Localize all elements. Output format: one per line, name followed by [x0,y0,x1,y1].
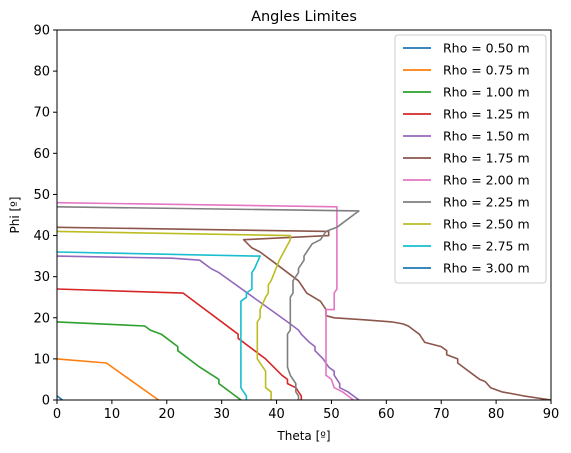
y-axis-label: Phi [º] [8,196,22,233]
legend-label-2: Rho = 1.00 m [443,85,530,100]
x-axis-ticks: 0 10 20 30 40 50 60 70 80 90 [53,400,559,422]
y-tick-label: 90 [33,24,50,39]
y-tick-label: 0 [42,394,50,409]
x-tick-label: 60 [378,407,395,422]
y-tick-label: 70 [33,106,50,121]
y-tick-label: 50 [33,188,50,203]
legend: Rho = 0.50 m Rho = 0.75 m Rho = 1.00 m Rho … [394,34,547,284]
y-tick-label: 80 [33,65,50,80]
series-line-8 [56,230,292,400]
series-line-4 [56,255,360,401]
legend-box [394,34,547,284]
x-tick-label: 30 [213,407,230,422]
plot-lines [56,201,552,401]
y-tick-label: 40 [33,229,50,244]
y-tick-label: 10 [33,352,50,367]
legend-label-8: Rho = 2.50 m [443,217,530,232]
x-tick-label: 20 [159,407,176,422]
plot-frame [56,29,552,401]
x-tick-label: 80 [488,407,505,422]
legend-label-10: Rho = 3.00 m [443,261,530,276]
x-tick-label: 40 [268,407,285,422]
x-tick-label: 0 [53,407,61,422]
series-line-6 [56,201,354,401]
legend-label-9: Rho = 2.75 m [443,239,530,254]
series-line-9 [56,251,261,400]
legend-label-4: Rho = 1.50 m [443,129,530,144]
legend-label-1: Rho = 0.75 m [443,63,530,78]
legend-label-3: Rho = 1.25 m [443,107,530,122]
series-line-3 [56,288,303,400]
legend-label-5: Rho = 1.75 m [443,151,530,166]
legend-label-6: Rho = 2.00 m [443,173,530,188]
legend-label-7: Rho = 2.25 m [443,195,530,210]
x-tick-label: 10 [104,407,121,422]
series-line-0 [56,395,63,401]
series-line-2 [56,321,242,401]
legend-label-0: Rho = 0.50 m [443,41,530,56]
x-axis-label: Theta [º] [276,429,330,443]
chart-title: Angles Limites [251,9,357,25]
y-tick-label: 20 [33,311,50,326]
x-tick-label: 70 [433,407,450,422]
x-tick-label: 90 [543,407,560,422]
y-tick-label: 30 [33,270,50,285]
y-axis-ticks: 0 10 20 30 40 50 60 70 80 90 [33,24,57,409]
series-line-1 [56,358,159,401]
series-line-5 [56,226,552,401]
series-line-7 [56,206,360,400]
x-tick-label: 50 [323,407,340,422]
y-tick-label: 60 [33,147,50,162]
